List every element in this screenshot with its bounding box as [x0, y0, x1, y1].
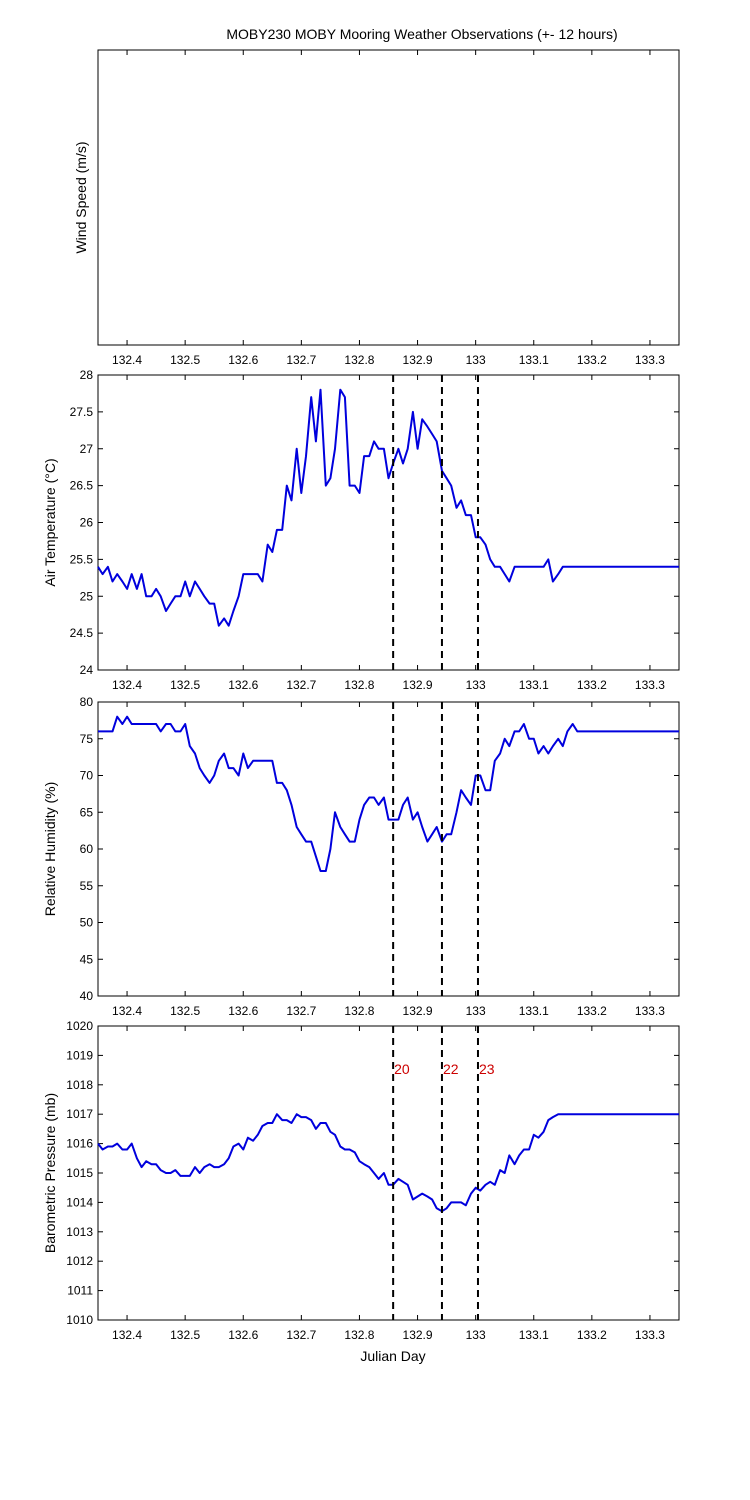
wind-speed-x-tick-label: 133.2	[577, 353, 607, 367]
relative-humidity-y-tick-label: 80	[80, 695, 94, 709]
barometric-pressure-x-tick-label: 132.7	[286, 1328, 316, 1342]
air-temperature-x-tick-label: 133	[466, 678, 486, 692]
barometric-pressure-x-tick-label: 133.3	[635, 1328, 665, 1342]
event-label-22: 22	[443, 1061, 459, 1077]
barometric-pressure-y-tick-label: 1020	[66, 1019, 93, 1033]
relative-humidity-x-tick-label: 132.7	[286, 1004, 316, 1018]
relative-humidity-y-axis-label: Relative Humidity (%)	[42, 782, 58, 917]
wind-speed-x-tick-label: 132.8	[344, 353, 374, 367]
relative-humidity-y-tick-label: 55	[80, 879, 94, 893]
barometric-pressure-series-line	[97, 1113, 679, 1213]
barometric-pressure-panel: 132.4 132.5 132.6 132.7 132.8 132.9 133 133.1 13…	[42, 1019, 680, 1342]
relative-humidity-x-tick-label: 132.8	[344, 1004, 374, 1018]
barometric-pressure-y-tick-label: 1014	[66, 1195, 93, 1209]
air-temperature-y-tick-label: 26.5	[70, 479, 94, 493]
relative-humidity-panel: 132.4 132.5 132.6 132.7 132.8 132.9 133 133.1 13…	[42, 695, 680, 1018]
relative-humidity-x-tick-label: 133.3	[635, 1004, 665, 1018]
barometric-pressure-y-tick-label: 1017	[66, 1107, 93, 1121]
relative-humidity-y-tick-label: 65	[80, 805, 94, 819]
barometric-pressure-y-tick-label: 1010	[66, 1313, 93, 1327]
air-temperature-y-tick-label: 24	[80, 663, 94, 677]
barometric-pressure-y-tick-label: 1016	[66, 1137, 93, 1151]
relative-humidity-y-tick-label: 60	[80, 842, 94, 856]
relative-humidity-series-line	[98, 715, 679, 872]
wind-speed-panel: 132.4 132.5 132.6 132.7 132.8 132.9 133 133.1 13…	[73, 49, 680, 367]
barometric-pressure-x-tick-label: 132.4	[112, 1328, 142, 1342]
barometric-pressure-y-tick-label: 1015	[66, 1166, 93, 1180]
barometric-pressure-y-tick-label: 1012	[66, 1254, 93, 1268]
barometric-pressure-x-tick-label: 133.2	[577, 1328, 607, 1342]
barometric-pressure-x-tick-label: 132.9	[403, 1328, 433, 1342]
wind-speed-x-tick-label: 133	[466, 353, 486, 367]
barometric-pressure-y-tick-label: 1018	[66, 1078, 93, 1092]
wind-speed-x-tick-label: 132.6	[228, 353, 258, 367]
event-label-23: 23	[479, 1061, 495, 1077]
barometric-pressure-y-axis-label: Barometric Pressure (mb)	[42, 1093, 58, 1253]
relative-humidity-x-tick-label: 133.2	[577, 1004, 607, 1018]
air-temperature-y-axis-label: Air Temperature (°C)	[42, 458, 58, 586]
air-temperature-x-tick-label: 132.6	[228, 678, 258, 692]
wind-speed-x-tick-label: 132.7	[286, 353, 316, 367]
wind-speed-x-tick-label: 132.4	[112, 353, 142, 367]
barometric-pressure-plot-frame	[97, 1025, 680, 1321]
air-temperature-x-tick-label: 132.7	[286, 678, 316, 692]
x-axis-label: Julian Day	[360, 1348, 425, 1364]
relative-humidity-y-tick-label: 50	[80, 916, 94, 930]
wind-speed-plot-frame	[97, 49, 680, 346]
relative-humidity-y-tick-label: 75	[80, 732, 94, 746]
relative-humidity-x-tick-label: 133.1	[519, 1004, 549, 1018]
air-temperature-y-tick-label: 27	[80, 442, 94, 456]
air-temperature-x-tick-label: 132.8	[344, 678, 374, 692]
relative-humidity-y-tick-label: 40	[80, 989, 94, 1003]
air-temperature-y-tick-label: 28	[80, 368, 94, 382]
wind-speed-x-tick-label: 133.1	[519, 353, 549, 367]
air-temperature-x-tick-label: 132.4	[112, 678, 142, 692]
relative-humidity-y-tick-label: 70	[80, 769, 94, 783]
relative-humidity-x-tick-label: 132.4	[112, 1004, 142, 1018]
barometric-pressure-y-tick-label: 1019	[66, 1048, 93, 1062]
barometric-pressure-y-tick-label: 1011	[67, 1284, 93, 1298]
barometric-pressure-x-tick-label: 132.8	[344, 1328, 374, 1342]
barometric-pressure-x-tick-label: 132.5	[170, 1328, 200, 1342]
air-temperature-x-tick-label: 133.3	[635, 678, 665, 692]
air-temperature-y-tick-label: 27.5	[70, 405, 94, 419]
barometric-pressure-x-tick-label: 133	[466, 1328, 486, 1342]
air-temperature-y-tick-label: 24.5	[70, 626, 94, 640]
barometric-pressure-x-tick-label: 132.6	[228, 1328, 258, 1342]
air-temperature-y-tick-label: 25	[80, 589, 94, 603]
panels: 132.4 132.5 132.6 132.7 132.8 132.9 133 133.1 13…	[42, 49, 680, 1342]
air-temperature-panel: 132.4 132.5 132.6 132.7 132.8 132.9 133 133.1 13…	[42, 368, 680, 692]
relative-humidity-y-tick-label: 45	[80, 952, 94, 966]
air-temperature-x-tick-label: 133.1	[519, 678, 549, 692]
figure-title: MOBY230 MOBY Mooring Weather Observation…	[226, 26, 617, 42]
wind-speed-x-tick-label: 132.5	[170, 353, 200, 367]
wind-speed-x-tick-label: 132.9	[403, 353, 433, 367]
air-temperature-series-line	[97, 388, 679, 627]
air-temperature-plot-frame	[97, 374, 680, 671]
air-temperature-y-tick-label: 26	[80, 516, 94, 530]
relative-humidity-plot-frame	[97, 701, 680, 997]
relative-humidity-x-tick-label: 132.9	[403, 1004, 433, 1018]
air-temperature-y-tick-label: 25.5	[70, 552, 94, 566]
relative-humidity-x-tick-label: 132.6	[228, 1004, 258, 1018]
air-temperature-x-tick-label: 133.2	[577, 678, 607, 692]
barometric-pressure-x-tick-label: 133.1	[519, 1328, 549, 1342]
wind-speed-y-axis-label: Wind Speed (m/s)	[73, 141, 89, 253]
wind-speed-x-tick-label: 133.3	[635, 353, 665, 367]
event-label-20: 20	[394, 1061, 410, 1077]
air-temperature-x-tick-label: 132.9	[403, 678, 433, 692]
air-temperature-x-tick-label: 132.5	[170, 678, 200, 692]
barometric-pressure-y-tick-label: 1013	[66, 1225, 93, 1239]
relative-humidity-x-tick-label: 132.5	[170, 1004, 200, 1018]
relative-humidity-x-tick-label: 133	[466, 1004, 486, 1018]
